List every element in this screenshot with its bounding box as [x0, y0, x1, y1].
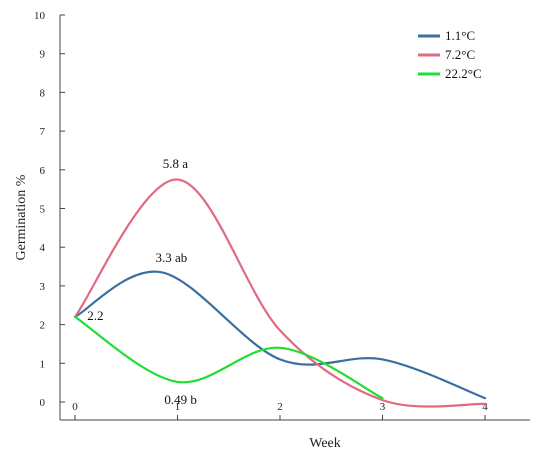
data-label-0: 5.8 a — [163, 156, 189, 171]
x-tick-label: 3 — [380, 401, 386, 413]
x-tick-label: 2 — [277, 401, 283, 413]
y-tick-label: 8 — [40, 87, 46, 99]
y-tick-label: 7 — [40, 126, 46, 138]
series-line-0 — [73, 270, 487, 400]
y-tick-label: 4 — [40, 242, 46, 254]
y-tick-label: 5 — [40, 204, 46, 216]
x-tick-label: 4 — [482, 401, 488, 413]
series-line-1 — [73, 178, 487, 408]
legend-label-2: 22.2°C — [445, 66, 482, 81]
y-ticks: 0 1 2 3 4 5 6 7 8 9 10 — [34, 10, 65, 409]
y-tick-label: 3 — [40, 281, 46, 293]
data-label-2: 2.2 — [87, 308, 103, 323]
x-tick-label: 1 — [175, 401, 181, 413]
axes: 0 1 2 3 4 0 1 2 3 4 5 6 7 8 9 10 — [34, 10, 530, 421]
legend: 1.1°C 7.2°C 22.2°C — [418, 28, 482, 81]
data-label-1: 3.3 ab — [155, 250, 187, 265]
annotations: 5.8 a 3.3 ab 2.2 0.49 b — [87, 156, 197, 407]
data-label-3: 0.49 b — [164, 392, 197, 407]
y-axis-title: Germination % — [14, 174, 29, 260]
y-tick-label: 9 — [40, 49, 46, 61]
y-tick-label: 6 — [40, 165, 46, 177]
y-tick-label: 1 — [40, 358, 46, 370]
legend-label-0: 1.1°C — [445, 28, 475, 43]
x-tick-label: 0 — [72, 401, 78, 413]
series-layer — [73, 178, 487, 408]
y-tick-label: 0 — [40, 397, 46, 409]
y-tick-label: 2 — [40, 320, 46, 332]
x-ticks: 0 1 2 3 4 — [72, 401, 488, 420]
y-tick-label: 10 — [34, 10, 46, 22]
legend-label-1: 7.2°C — [445, 47, 475, 62]
x-axis-title: Week — [309, 436, 341, 451]
series-line-2 — [73, 315, 384, 400]
